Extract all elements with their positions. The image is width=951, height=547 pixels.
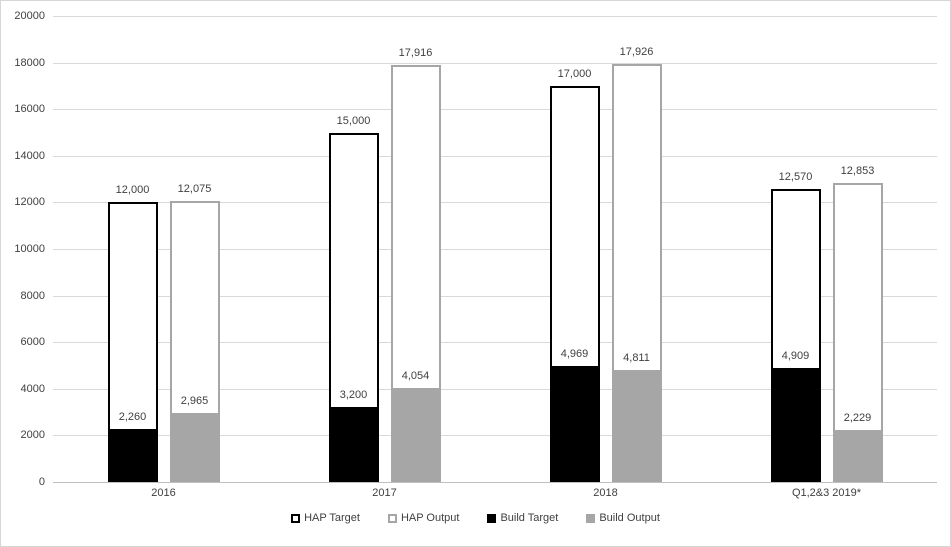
y-tick-label-8000: 8000 — [20, 290, 45, 302]
x-tick-label-q1-2-3-2019: Q1,2&3 2019* — [791, 487, 862, 499]
legend-item-build-output: Build Output — [586, 512, 660, 524]
y-tick-label-12000: 12000 — [14, 196, 45, 208]
data-label-build-output-2018: 4,811 — [623, 351, 650, 364]
y-tick-label-18000: 18000 — [14, 57, 45, 69]
gridline-12000 — [53, 202, 937, 203]
gridline-4000 — [53, 389, 937, 390]
legend-swatch-icon-hap-target — [291, 513, 301, 523]
y-tick-label-16000: 16000 — [14, 103, 45, 115]
y-tick-label-4000: 4000 — [20, 383, 45, 395]
data-label-build-output-q1-2-3-2019: 2,229 — [843, 412, 872, 425]
data-label-build-target-q1-2-3-2019: 4,909 — [781, 349, 810, 362]
bar-build-target-2017 — [328, 407, 379, 482]
y-tick-label-20000: 20000 — [14, 10, 45, 22]
legend-swatch-icon-hap-output — [387, 513, 397, 523]
data-label-hap-output-2018: 17,926 — [619, 46, 654, 59]
legend-label-build-output: Build Output — [599, 512, 660, 524]
bar-build-output-2016 — [169, 412, 220, 482]
x-tick-label-2018: 2018 — [593, 487, 618, 499]
data-label-build-output-2016: 2,965 — [180, 394, 209, 407]
x-tick-label-2016: 2016 — [151, 487, 176, 499]
data-label-hap-target-2017: 15,000 — [336, 114, 371, 127]
data-label-hap-output-2017: 17,916 — [398, 46, 433, 59]
bar-build-target-2016 — [107, 429, 158, 482]
y-tick-label-0: 0 — [38, 476, 45, 488]
data-label-build-target-2018: 4,969 — [560, 348, 589, 361]
y-tick-label-14000: 14000 — [14, 150, 45, 162]
data-label-hap-output-q1-2-3-2019: 12,853 — [840, 164, 875, 177]
legend-label-build-target: Build Target — [500, 512, 559, 524]
x-axis-line — [53, 482, 937, 483]
legend-item-hap-output: HAP Output — [387, 512, 460, 524]
gridline-2000 — [53, 435, 937, 436]
legend-swatch-icon-build-output — [586, 513, 596, 523]
bar-build-output-q1-2-3-2019 — [832, 430, 883, 482]
gridline-18000 — [53, 63, 937, 64]
bar-build-output-2017 — [390, 387, 441, 482]
data-label-hap-target-q1-2-3-2019: 12,570 — [778, 171, 813, 184]
data-label-hap-target-2016: 12,000 — [115, 184, 150, 197]
data-label-build-target-2016: 2,260 — [118, 411, 147, 424]
legend-label-hap-output: HAP Output — [400, 512, 460, 524]
gridline-10000 — [53, 249, 937, 250]
y-tick-label-6000: 6000 — [20, 336, 45, 348]
bar-build-target-2018 — [549, 366, 600, 482]
chart-legend: HAP Target HAP Output Build Target Build Ou… — [1, 512, 950, 524]
gridline-6000 — [53, 342, 937, 343]
data-label-build-target-2017: 3,200 — [339, 389, 368, 402]
data-label-build-output-2017: 4,054 — [401, 369, 430, 382]
legend-label-hap-target: HAP Target — [304, 512, 360, 524]
gridline-8000 — [53, 296, 937, 297]
gridline-20000 — [53, 16, 937, 17]
legend-swatch-icon-build-target — [487, 513, 497, 523]
gridline-16000 — [53, 109, 937, 110]
data-label-hap-output-2016: 12,075 — [177, 182, 212, 195]
data-label-hap-target-2018: 17,000 — [557, 67, 592, 80]
legend-item-hap-target: HAP Target — [291, 512, 360, 524]
y-tick-label-2000: 2000 — [20, 429, 45, 441]
legend-item-build-target: Build Target — [487, 512, 558, 524]
gridline-14000 — [53, 156, 937, 157]
x-tick-label-2017: 2017 — [372, 487, 397, 499]
y-tick-label-10000: 10000 — [14, 243, 45, 255]
bar-build-output-2018 — [611, 369, 662, 482]
bar-build-target-q1-2-3-2019 — [770, 367, 821, 482]
